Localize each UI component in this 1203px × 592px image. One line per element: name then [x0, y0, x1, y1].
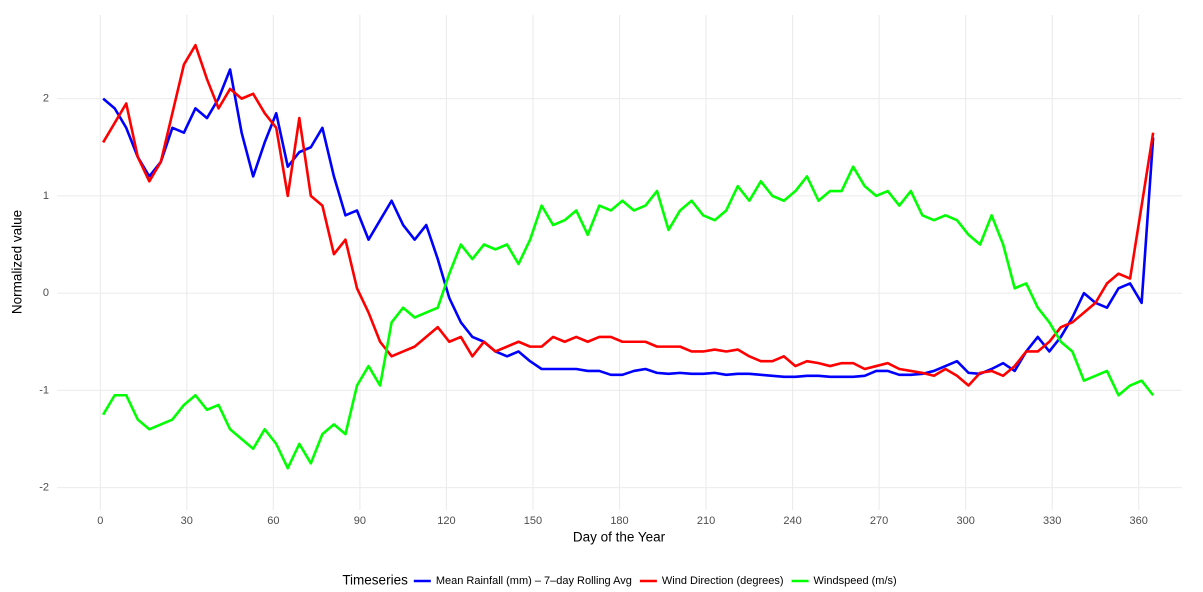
- y-tick-label: 1: [43, 190, 49, 202]
- legend: Timeseries Mean Rainfall (mm) – 7–day Rol…: [342, 573, 896, 588]
- x-tick-label: 210: [697, 515, 715, 527]
- legend-label: Windspeed (m/s): [814, 575, 897, 587]
- legend-label: Wind Direction (degrees): [662, 575, 784, 587]
- series-line: [102, 43, 1155, 387]
- y-tick-label: -1: [39, 384, 49, 396]
- x-tick-label: 120: [437, 515, 455, 527]
- x-tick-label: 180: [610, 515, 628, 527]
- x-tick-label: 360: [1130, 515, 1148, 527]
- series-line: [102, 165, 1155, 470]
- x-tick-label: 270: [870, 515, 888, 527]
- x-tick-label: 150: [524, 515, 542, 527]
- grid: [57, 15, 1182, 510]
- legend-label: Mean Rainfall (mm) – 7–day Rolling Avg: [436, 575, 632, 587]
- legend-title: Timeseries: [342, 573, 408, 588]
- x-axis-title: Day of the Year: [573, 530, 666, 545]
- x-tick-label: 300: [956, 515, 974, 527]
- x-tick-label: 30: [181, 515, 193, 527]
- y-axis-title: Normalized value: [10, 210, 25, 314]
- x-tick-label: 330: [1043, 515, 1061, 527]
- y-tick-label: -2: [39, 482, 49, 494]
- y-tick-label: 2: [43, 93, 49, 105]
- x-tick-label: 240: [783, 515, 801, 527]
- x-tick-label: 60: [267, 515, 279, 527]
- y-tick-label: 0: [43, 287, 49, 299]
- x-tick-label: 0: [97, 515, 103, 527]
- x-tick-label: 90: [354, 515, 366, 527]
- plot-lines: [102, 43, 1155, 470]
